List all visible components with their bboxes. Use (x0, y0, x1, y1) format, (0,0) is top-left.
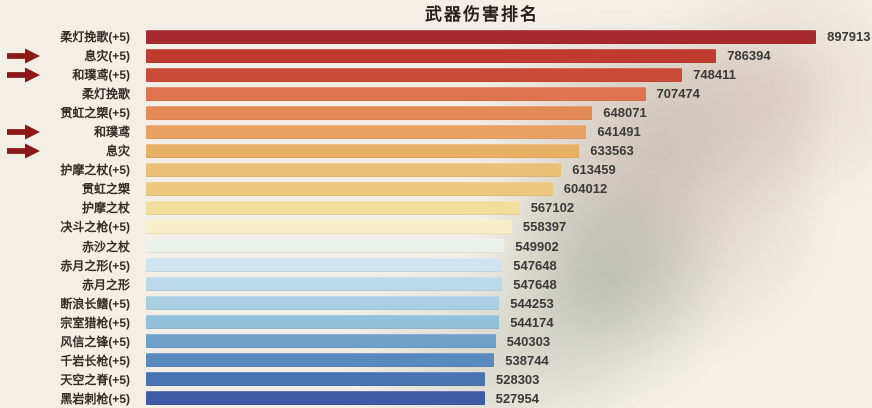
weapon-label: 断浪长鳍(+5) (60, 296, 130, 311)
bar (146, 277, 503, 292)
highlight-arrow-icon (7, 143, 40, 159)
chart-row: 风信之锋(+5) 540303 (0, 332, 872, 351)
bar (146, 181, 553, 196)
weapon-label: 和璞鸢(+5) (72, 68, 130, 83)
chart-row: 赤月之形(+5) 547648 (0, 256, 872, 275)
weapon-label: 风信之锋(+5) (60, 334, 130, 349)
weapon-label: 贯虹之槊(+5) (60, 106, 130, 121)
chart-row: 柔灯挽歌 707474 (0, 84, 872, 103)
chart-row: 和璞鸢(+5) 748411 (0, 65, 872, 84)
chart-row: 息灾(+5) 786394 (0, 46, 872, 65)
bar (146, 296, 500, 311)
weapon-label: 黑岩刺枪(+5) (60, 391, 130, 406)
weapon-label: 和璞鸢 (93, 125, 130, 140)
bar-value-label: 547648 (513, 257, 557, 273)
bar-value-label: 538744 (505, 352, 549, 368)
bar (146, 29, 817, 44)
bar-value-label: 633563 (590, 143, 634, 159)
weapon-label: 宗室猎枪(+5) (60, 315, 130, 330)
bar-value-label: 613459 (572, 162, 616, 178)
weapon-label: 天空之脊(+5) (60, 372, 130, 387)
chart-row: 和璞鸢 641491 (0, 122, 872, 141)
bar-value-label: 604012 (563, 181, 608, 197)
bar (146, 372, 485, 387)
bar-value-label: 547648 (513, 276, 557, 292)
weapon-label: 赤月之形 (81, 277, 130, 292)
bar-value-label: 567102 (530, 200, 575, 216)
bar-value-label: 528303 (496, 371, 540, 387)
bar-value-label: 641491 (597, 124, 641, 140)
chart-row: 断浪长鳍(+5) 544253 (0, 294, 872, 313)
chart-row: 天空之脊(+5) 528303 (0, 370, 872, 389)
bar-value-label: 544253 (510, 295, 554, 311)
highlight-arrow-icon (7, 124, 40, 140)
highlight-arrow-icon (7, 67, 40, 83)
bar-value-label: 558397 (522, 219, 567, 235)
weapon-label: 护摩之杖 (81, 201, 130, 216)
bar (146, 86, 646, 101)
bar-value-label: 707474 (656, 86, 700, 102)
chart-row: 赤月之形 547648 (0, 275, 872, 294)
bar (146, 200, 520, 215)
bar-value-label: 897913 (827, 29, 871, 45)
chart-row: 决斗之枪(+5) 558397 (0, 217, 872, 236)
bar (146, 258, 503, 273)
bar-value-label: 549902 (515, 238, 559, 254)
chart-row: 千岩长枪(+5) 538744 (0, 351, 872, 370)
chart-rows: 柔灯挽歌(+5) 897913 息灾(+5) 786394 和璞鸢(+5) 74… (0, 27, 872, 408)
chart-title: 武器伤害排名 (425, 5, 539, 24)
bar-value-label: 648071 (603, 105, 647, 121)
bar (146, 391, 485, 406)
weapon-label: 千岩长枪(+5) (60, 353, 130, 368)
bar (146, 353, 495, 368)
bar (146, 48, 717, 63)
bar (146, 239, 505, 254)
weapon-label: 赤沙之杖 (81, 239, 130, 254)
bar (146, 124, 587, 139)
bar (146, 315, 500, 330)
chart-row: 宗室猎枪(+5) 544174 (0, 313, 872, 332)
bar (146, 143, 580, 158)
chart-row: 黑岩刺枪(+5) 527954 (0, 389, 872, 408)
chart-row: 息灾 633563 (0, 141, 872, 160)
bar (146, 67, 683, 82)
chart-row: 护摩之杖(+5) 613459 (0, 160, 872, 179)
bar (146, 219, 512, 234)
chart-row: 贯虹之槊(+5) 648071 (0, 103, 872, 122)
weapon-label: 息灾 (105, 144, 130, 159)
weapon-label: 柔灯挽歌 (81, 87, 130, 102)
bar-value-label: 540303 (506, 333, 551, 349)
bar-value-label: 748411 (693, 67, 736, 83)
chart-row: 护摩之杖 567102 (0, 198, 872, 217)
highlight-arrow-icon (7, 48, 40, 64)
bar-value-label: 527954 (495, 390, 539, 406)
weapon-label: 赤月之形(+5) (60, 258, 130, 273)
bar (146, 105, 593, 120)
weapon-label: 柔灯挽歌(+5) (60, 30, 130, 45)
bar (146, 334, 496, 349)
weapon-label: 息灾(+5) (84, 49, 130, 64)
weapon-label: 贯虹之槊 (81, 182, 130, 197)
chart-row: 柔灯挽歌(+5) 897913 (0, 27, 872, 46)
weapon-label: 护摩之杖(+5) (60, 163, 130, 178)
bar-value-label: 786394 (727, 48, 771, 64)
chart-row: 赤沙之杖 549902 (0, 237, 872, 256)
bar (146, 162, 562, 177)
bar-value-label: 544174 (510, 314, 554, 330)
weapon-label: 决斗之枪(+5) (60, 220, 130, 235)
chart-row: 贯虹之槊 604012 (0, 179, 872, 198)
